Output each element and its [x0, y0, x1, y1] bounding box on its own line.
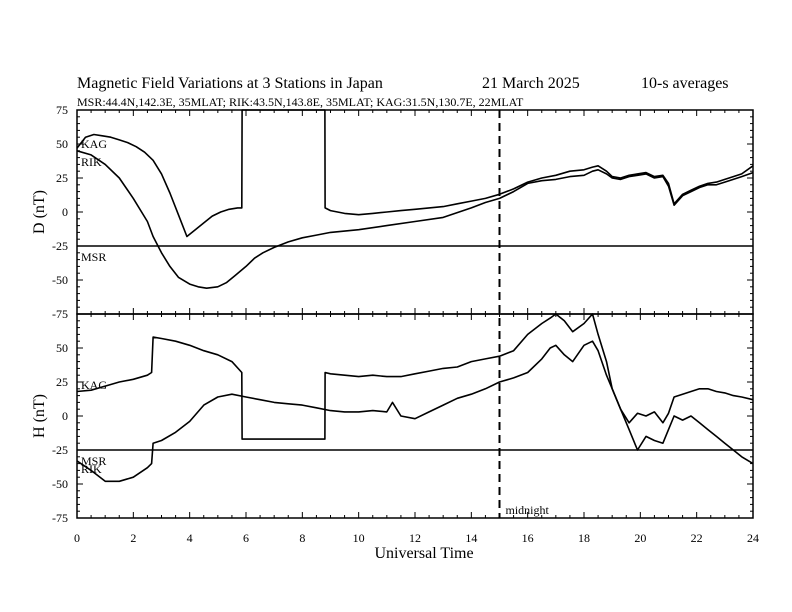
y-tick-label: 75 — [56, 103, 68, 117]
y-axis-label: H (nT) — [31, 394, 48, 438]
y-tick-label: -50 — [52, 273, 68, 287]
panel-frame — [76, 109, 754, 315]
y-tick-label: -50 — [52, 477, 68, 491]
series-line-kag — [76, 109, 754, 238]
chart-averaging: 10-s averages — [641, 75, 729, 92]
series-label-msr: MSR — [81, 454, 106, 468]
x-tick-label: 6 — [243, 531, 249, 545]
series-label-msr: MSR — [81, 250, 106, 264]
x-tick-label: 18 — [578, 531, 590, 545]
midnight-label: midnight — [506, 503, 550, 517]
y-tick-label: 0 — [62, 205, 68, 219]
y-tick-label: 50 — [56, 341, 68, 355]
x-tick-label: 2 — [130, 531, 136, 545]
series-label-rik: RIK — [81, 155, 102, 169]
x-tick-label: 0 — [74, 531, 80, 545]
y-tick-label: 50 — [56, 137, 68, 151]
series-label-kag: KAG — [81, 378, 107, 392]
panel-frame — [76, 313, 754, 519]
series-label-kag: KAG — [81, 137, 107, 151]
x-tick-label: 12 — [409, 531, 421, 545]
declination-panel: 75 50 25 0 -25 -50 -75 D (nT) KAG RIK MSR — [31, 103, 754, 321]
x-tick-label: 4 — [187, 531, 193, 545]
x-tick-label: 14 — [465, 531, 477, 545]
chart-title: Magnetic Field Variations at 3 Stations … — [77, 75, 383, 92]
station-info: MSR:44.4N,142.3E, 35MLAT; RIK:43.5N,143.… — [77, 95, 524, 109]
series-line-rik — [76, 340, 754, 483]
y-axis-label: D (nT) — [31, 190, 48, 234]
y-tick-label: -75 — [52, 511, 68, 525]
x-tick-label: 8 — [299, 531, 305, 545]
x-tick-label: 22 — [691, 531, 703, 545]
x-tick-label: 20 — [634, 531, 646, 545]
x-axis: 0 2 4 6 8 10 12 14 16 18 20 22 24 — [74, 110, 759, 545]
y-tick-label: -25 — [52, 239, 68, 253]
y-tick-label: 25 — [56, 171, 68, 185]
x-axis-label: Universal Time — [374, 545, 473, 562]
x-tick-label: 16 — [522, 531, 534, 545]
x-tick-label: 24 — [747, 531, 759, 545]
x-tick-label: 10 — [353, 531, 365, 545]
series-label-rik: RIK — [81, 462, 102, 476]
series-line-kag — [76, 313, 754, 440]
series-line-rik — [76, 150, 754, 289]
chart-date: 21 March 2025 — [482, 75, 580, 92]
y-tick-label: -75 — [52, 307, 68, 321]
y-tick-label: -25 — [52, 443, 68, 457]
y-tick-label: 25 — [56, 375, 68, 389]
y-tick-label: 0 — [62, 409, 68, 423]
